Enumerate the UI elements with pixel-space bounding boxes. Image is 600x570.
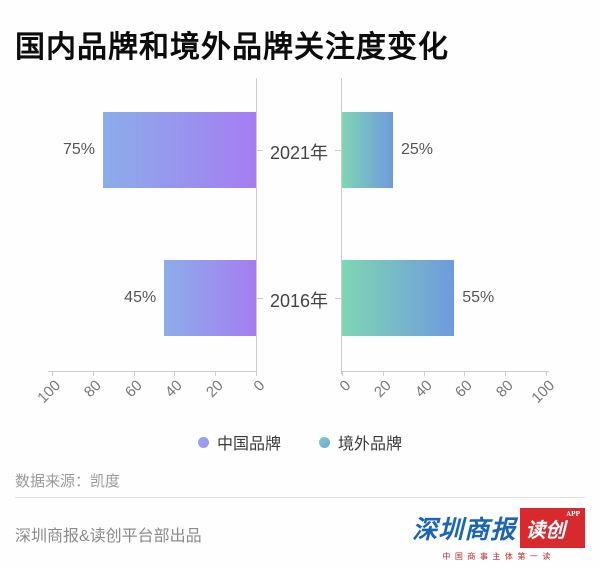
axis-tick-label: 0 — [336, 377, 355, 395]
axis-tick-label: 0 — [250, 377, 269, 395]
left-chart-axis-line — [256, 78, 257, 374]
legend-label: 境外品牌 — [338, 436, 403, 453]
left-bar-series: 75% 45% — [52, 78, 256, 372]
category-tick — [257, 298, 263, 299]
category-tick — [335, 298, 341, 299]
logo-row: 深圳商报 读创 APP — [412, 508, 585, 548]
axis-tick — [464, 372, 465, 376]
axis-tick — [546, 372, 547, 376]
right-chart-axis-line — [341, 78, 342, 374]
axis-tick-label: 40 — [412, 377, 437, 401]
footer-divider — [15, 497, 585, 498]
right-chart-baseline — [341, 371, 549, 372]
axis-tick-label: 40 — [162, 377, 187, 401]
axis-tick-label: 20 — [203, 377, 228, 401]
bar-foreign-2016 — [342, 260, 455, 336]
legend-item-china: 中国品牌 — [197, 430, 281, 454]
footer-credit: 深圳商报&读创平台部出品 — [15, 528, 202, 545]
axis-tick-label: 100 — [34, 377, 65, 407]
page-title: 国内品牌和境外品牌关注度变化 — [15, 30, 449, 65]
value-label: 55% — [462, 289, 495, 306]
axis-tick — [52, 372, 53, 376]
bar-row-2021-right: 25% — [342, 112, 546, 188]
logo-tagline: 中国商事主体第一读 — [442, 552, 555, 561]
axis-tick — [424, 372, 425, 376]
legend-dot-foreign-icon — [319, 436, 330, 448]
axis-tick-label: 80 — [81, 377, 106, 401]
axis-tick-label: 60 — [122, 377, 147, 401]
axis-tick-label: 80 — [493, 377, 518, 401]
axis-tick — [342, 372, 343, 376]
left-chart-baseline — [48, 371, 257, 372]
legend: 中国品牌 境外品牌 — [0, 430, 600, 454]
axis-tick-label: 60 — [452, 377, 477, 401]
legend-dot-china-icon — [197, 436, 209, 448]
right-bar-series: 25% 55% — [342, 78, 546, 372]
legend-item-foreign: 境外品牌 — [319, 430, 402, 454]
axis-tick-label: 20 — [371, 377, 396, 401]
logo-newspaper-name: 深圳商报 — [412, 515, 517, 544]
logo-app-superscript: APP — [566, 511, 580, 518]
value-label: 75% — [62, 141, 95, 158]
bar-row-2016-left: 45% — [52, 260, 256, 336]
axis-tick — [174, 372, 175, 376]
value-label: 25% — [401, 141, 434, 158]
category-label-2016: 2016年 — [269, 291, 329, 311]
axis-tick — [134, 372, 135, 376]
category-tick — [335, 150, 341, 151]
bar-row-2021-left: 75% — [52, 112, 256, 188]
axis-tick — [383, 372, 384, 376]
bar-foreign-2021 — [342, 112, 393, 188]
bar-china-2021 — [103, 112, 256, 188]
legend-label: 中国品牌 — [216, 436, 281, 453]
logo-app-badge: 读创 APP — [520, 508, 585, 548]
value-label: 45% — [124, 289, 157, 306]
axis-tick — [215, 372, 216, 376]
bar-row-2016-right: 55% — [342, 260, 546, 336]
bar-china-2016 — [164, 260, 256, 336]
axis-tick — [93, 372, 94, 376]
axis-tick — [256, 372, 257, 376]
axis-tick — [505, 372, 506, 376]
shenzhen-daily-ducuang-logo: 深圳商报 读创 APP 中国商事主体第一读 — [412, 508, 585, 562]
axis-tick-label: 100 — [528, 377, 559, 407]
category-label-2021: 2021年 — [269, 143, 329, 163]
logo-app-name: 读创 — [525, 517, 566, 542]
category-tick — [257, 150, 263, 151]
data-source-note: 数据来源：凯度 — [15, 473, 121, 490]
